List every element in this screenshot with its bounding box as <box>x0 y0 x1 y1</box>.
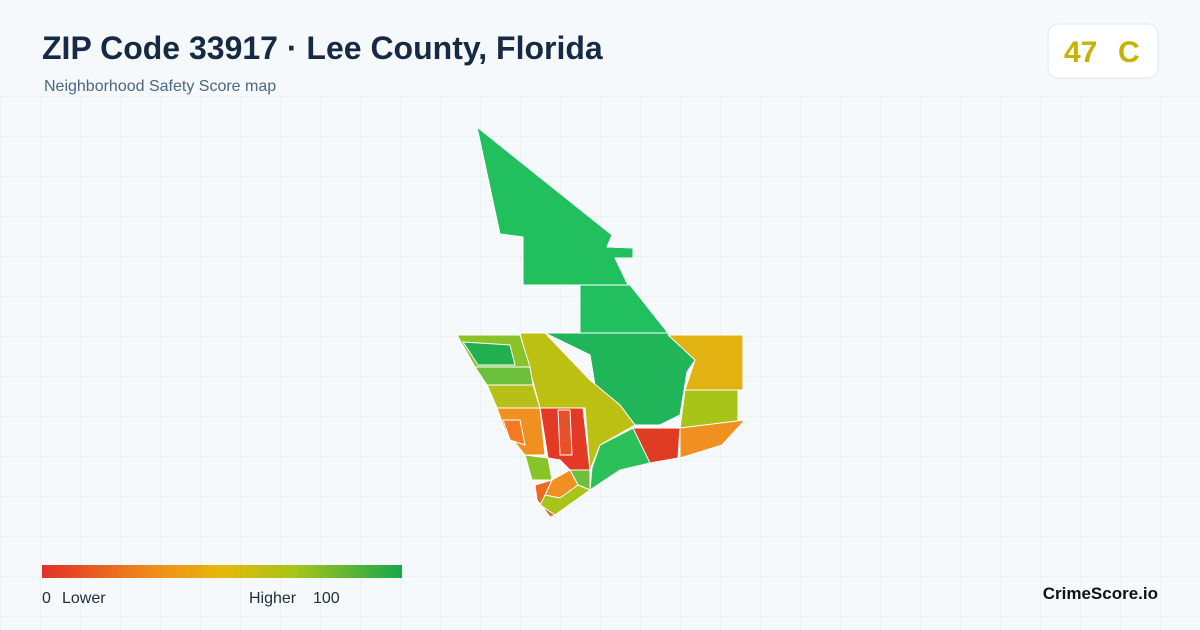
legend-max: 100 <box>313 590 340 607</box>
brand: CrimeScore.io <box>1043 584 1158 603</box>
legend-min-label: Lower <box>62 590 106 607</box>
legend-min: 0 <box>42 590 51 607</box>
legend-bar <box>42 565 402 578</box>
legend-max-label: Higher <box>249 590 297 607</box>
subtitle: Neighborhood Safety Score map <box>44 78 276 95</box>
score-value: 47 <box>1064 36 1097 69</box>
title: ZIP Code 33917 · Lee County, Florida <box>42 30 603 66</box>
score-box <box>1047 23 1159 79</box>
map <box>456 126 746 518</box>
score-grade: C <box>1118 36 1140 69</box>
